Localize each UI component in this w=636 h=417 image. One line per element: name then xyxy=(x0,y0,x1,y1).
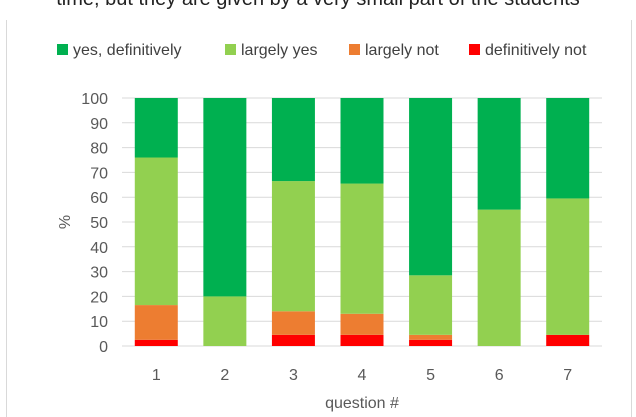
legend-label: largely yes xyxy=(241,42,317,59)
legend-label: largely not xyxy=(365,42,439,59)
legend-swatch xyxy=(349,44,360,55)
x-tick-label: 3 xyxy=(289,367,298,384)
bar-segment-yes-definitively xyxy=(134,98,178,158)
bar-segment-largely-yes xyxy=(134,157,178,306)
bar-segment-largely-yes xyxy=(477,209,521,346)
bar-segment-largely-not xyxy=(271,311,315,335)
x-tick-labels: 1 2 3 4 5 6 7 xyxy=(152,367,572,384)
legend-label: yes, definitively xyxy=(73,42,182,59)
bar-segment-largely-yes xyxy=(409,275,453,335)
x-tick-label: 1 xyxy=(152,367,161,384)
x-tick-label: 2 xyxy=(220,367,229,384)
y-tick-label: 20 xyxy=(90,289,108,306)
y-tick-label: 60 xyxy=(90,190,108,207)
bar-segment-definitively-not xyxy=(340,334,384,346)
bar-segment-yes-definitively xyxy=(340,98,384,184)
figure-frame xyxy=(6,20,632,417)
y-tick-label: 90 xyxy=(90,116,108,133)
bar-segment-largely-yes xyxy=(340,183,384,314)
bar-segment-yes-definitively xyxy=(203,98,247,297)
bar-segment-definitively-not xyxy=(546,334,590,346)
bar-segment-largely-not xyxy=(340,313,384,335)
bar-segment-yes-definitively xyxy=(271,98,315,182)
legend-swatch xyxy=(225,44,236,55)
y-tick-label: 70 xyxy=(90,165,108,182)
caption-fragment: time, but they are given by a very small… xyxy=(0,0,636,11)
y-tick-label: 100 xyxy=(81,91,108,108)
x-tick-label: 7 xyxy=(563,367,572,384)
y-tick-label: 40 xyxy=(90,240,108,257)
bar-segment-largely-yes xyxy=(203,296,247,346)
x-tick-label: 4 xyxy=(358,367,367,384)
bar-segment-definitively-not xyxy=(134,339,178,346)
y-tick-label: 30 xyxy=(90,265,108,282)
bar-segment-largely-not xyxy=(134,305,178,340)
x-axis-label: question # xyxy=(325,395,399,412)
bar-segment-yes-definitively xyxy=(546,98,590,199)
bar-segment-largely-yes xyxy=(546,198,590,335)
y-tick-label: 10 xyxy=(90,314,108,331)
x-tick-label: 5 xyxy=(426,367,435,384)
y-tick-label: 50 xyxy=(90,215,108,232)
y-axis-label: % xyxy=(57,215,74,229)
bar-segment-definitively-not xyxy=(271,334,315,346)
legend-label: definitively not xyxy=(485,42,587,59)
bar-segment-largely-not xyxy=(409,334,453,340)
bar-segment-yes-definitively xyxy=(409,98,453,276)
legend: yes, definitively largely yes largely not d… xyxy=(57,42,587,59)
bars xyxy=(134,98,590,346)
bar-segment-largely-yes xyxy=(271,181,315,312)
legend-swatch xyxy=(57,44,68,55)
legend-swatch xyxy=(469,44,480,55)
bar-segment-definitively-not xyxy=(409,339,453,346)
bar-segment-yes-definitively xyxy=(477,98,521,210)
y-tick-label: 0 xyxy=(99,339,108,356)
y-tick-label: 80 xyxy=(90,141,108,158)
x-tick-label: 6 xyxy=(495,367,504,384)
y-tick-labels: 0 10 20 30 40 50 60 70 80 90 100 xyxy=(81,91,108,356)
